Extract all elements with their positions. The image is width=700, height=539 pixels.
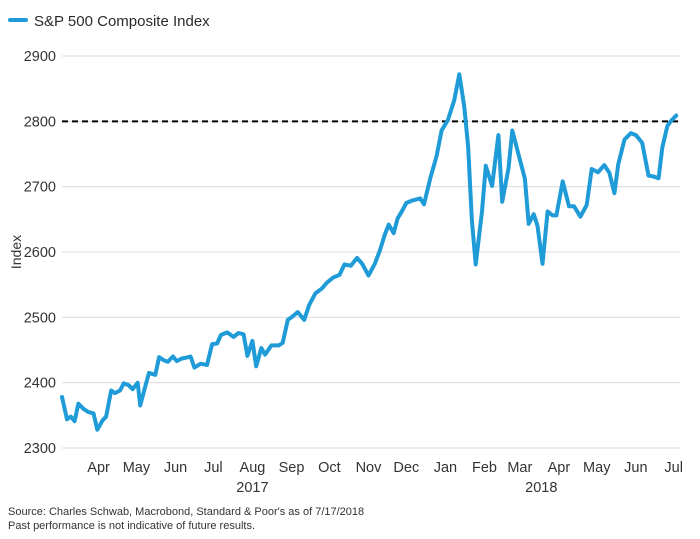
legend-swatch bbox=[8, 18, 28, 22]
y-tick-label: 2900 bbox=[24, 49, 56, 65]
x-tick-label: Aug bbox=[240, 460, 266, 476]
source-note: Source: Charles Schwab, Macrobond, Stand… bbox=[8, 506, 365, 518]
x-tick-label: May bbox=[583, 460, 611, 476]
x-tick-label: Nov bbox=[356, 460, 383, 476]
x-tick-label: Apr bbox=[548, 460, 571, 476]
disclaimer-note: Past performance is not indicative of fu… bbox=[8, 520, 256, 532]
x-tick-label: Jul bbox=[664, 460, 683, 476]
x-tick-label: Oct bbox=[318, 460, 341, 476]
x-tick-label: Jan bbox=[434, 460, 457, 476]
x-tick-label: Apr bbox=[87, 460, 110, 476]
x-tick-label: Dec bbox=[393, 460, 419, 476]
y-tick-label: 2600 bbox=[24, 245, 56, 261]
y-tick-label: 2500 bbox=[24, 310, 56, 326]
x-tick-label: Feb bbox=[472, 460, 497, 476]
y-tick-label: 2800 bbox=[24, 114, 56, 130]
legend-label: S&P 500 Composite Index bbox=[34, 13, 210, 30]
x-tick-label: Jun bbox=[624, 460, 647, 476]
x-tick-label: Mar bbox=[507, 460, 532, 476]
x-tick-label: Jun bbox=[164, 460, 187, 476]
year-label: 2018 bbox=[525, 480, 557, 496]
y-tick-label: 2300 bbox=[24, 441, 56, 457]
y-axis-label: Index bbox=[8, 235, 24, 269]
gridlines bbox=[62, 55, 680, 449]
x-tick-label: May bbox=[123, 460, 151, 476]
y-tick-label: 2700 bbox=[24, 180, 56, 196]
x-tick-labels: Apr May Jun Jul Aug Sep Oct Nov Dec Jan Feb Mar Apr M… bbox=[87, 460, 683, 476]
x-tick-label: Sep bbox=[279, 460, 305, 476]
year-label: 2017 bbox=[236, 480, 268, 496]
y-tick-labels: 2300 2400 2500 2600 2700 2800 2900 bbox=[24, 49, 56, 457]
y-tick-label: 2400 bbox=[24, 376, 56, 392]
year-labels: 2017 2018 bbox=[236, 480, 557, 496]
legend: S&P 500 Composite Index bbox=[8, 13, 210, 30]
series-line-sp500 bbox=[60, 72, 679, 432]
x-tick-label: Jul bbox=[204, 460, 223, 476]
